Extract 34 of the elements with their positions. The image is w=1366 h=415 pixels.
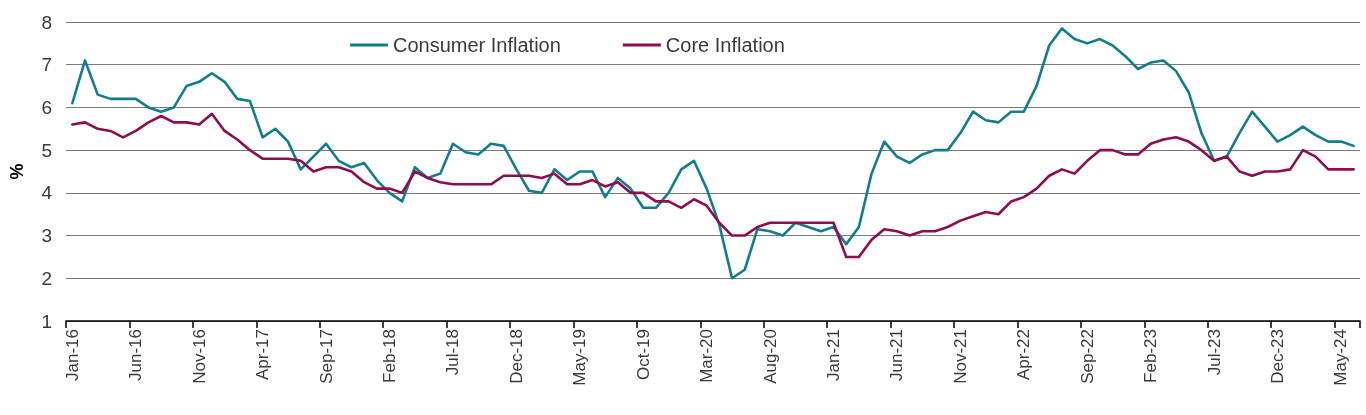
x-tick-label: Mar-20 (697, 329, 717, 383)
y-tick-label: 6 (41, 96, 52, 118)
x-tick-label: Dec-23 (1268, 329, 1288, 384)
x-tick-label: Sep-22 (1077, 329, 1097, 384)
y-tick-label: 8 (41, 11, 52, 33)
x-tick-label: Nov-21 (950, 329, 970, 384)
x-tick-label: May-24 (1331, 329, 1351, 386)
x-tick-label: Feb-23 (1141, 329, 1161, 383)
x-tick-label: May-19 (570, 329, 590, 386)
x-tick-label: Aug-20 (760, 329, 780, 384)
y-tick-label: 5 (41, 139, 52, 161)
legend-label: Core Inflation (665, 34, 785, 56)
x-tick-label: Jun-16 (126, 329, 146, 381)
x-tick-label: Jun-21 (887, 329, 907, 381)
x-tick-label: Dec-18 (506, 329, 526, 384)
y-tick-label: 7 (41, 54, 52, 76)
x-tick-label: Oct-19 (633, 329, 653, 381)
x-tick-label: Jan-21 (824, 329, 844, 381)
x-tick-label: Nov-16 (189, 329, 209, 384)
x-tick-label: Jul-18 (443, 329, 463, 376)
y-axis-title: % (7, 163, 27, 180)
line-series (71, 112, 1355, 259)
y-tick-label: 4 (41, 182, 53, 204)
x-tick-label: Apr-17 (253, 329, 273, 381)
x-tick-label: Apr-22 (1014, 329, 1034, 381)
x-tick-label: Jul-23 (1204, 329, 1224, 376)
y-tick-label: 2 (41, 267, 52, 289)
y-tick-label: 1 (41, 310, 52, 332)
line-series (71, 27, 1355, 280)
x-tick-label: Feb-18 (380, 329, 399, 383)
x-tick-label: Jan-16 (62, 329, 82, 381)
x-tick-label: Sep-17 (316, 329, 336, 384)
y-tick-label: 3 (41, 225, 52, 247)
legend-label: Consumer Inflation (393, 34, 561, 56)
